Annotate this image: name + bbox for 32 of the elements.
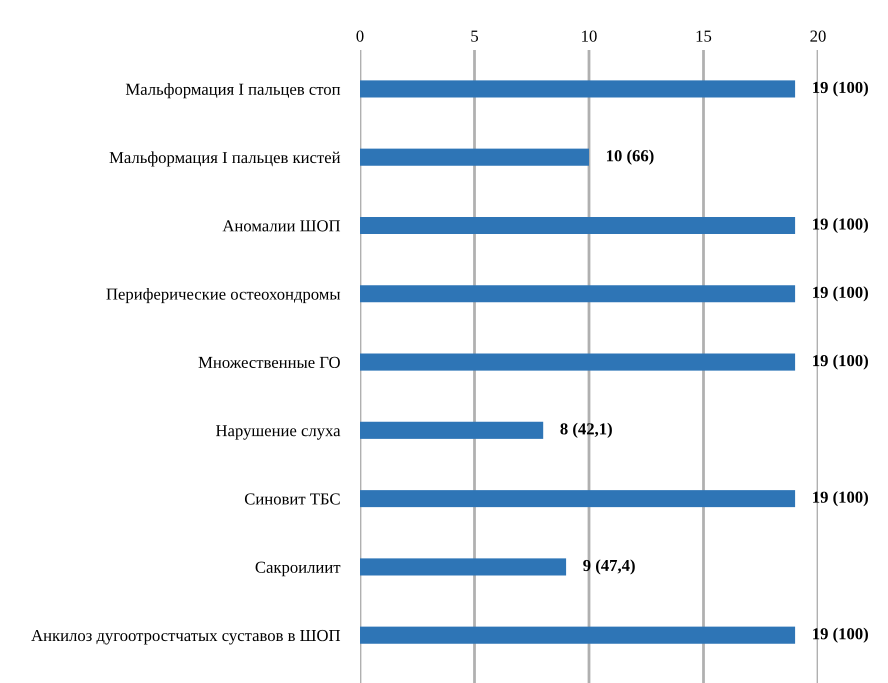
data-label: 10 (66): [607, 150, 654, 165]
bar: [360, 490, 796, 508]
y-tick-label: Периферические остеохондромы: [106, 288, 340, 304]
y-tick-label: Множественные ГО: [198, 356, 340, 368]
data-label: 8 (42,1): [560, 422, 612, 438]
data-label: 19 (100): [813, 491, 868, 506]
data-label: 19 (100): [813, 218, 868, 234]
bar: [360, 216, 796, 234]
x-tick-label: 5: [471, 30, 478, 42]
y-tick-label: Анкилоз дугоотростчатых суставов в ШОП: [31, 630, 340, 645]
y-tick-label: Нарушение слуха: [216, 425, 340, 440]
bar: [360, 80, 796, 98]
y-tick-label: Мальформация I пальцев стоп: [126, 83, 340, 98]
data-label: 9 (47,4): [583, 559, 635, 574]
data-label: 19 (100): [813, 628, 868, 643]
bar: [360, 354, 796, 371]
data-label: 19 (100): [813, 354, 868, 370]
bar: [360, 285, 796, 302]
bar: [360, 148, 589, 166]
bar: [360, 558, 566, 576]
x-tick-label: 0: [356, 30, 364, 42]
bar: [360, 422, 544, 439]
x-tick-label: 20: [810, 30, 826, 42]
data-label: 19 (100): [813, 286, 868, 302]
y-tick-label: Мальформация I пальцев кистей: [110, 151, 340, 167]
data-label: 19 (100): [813, 81, 868, 96]
x-tick-label: 10: [582, 30, 597, 42]
y-tick-label: Сакроилиит: [256, 562, 340, 576]
y-tick-label: Аномалии ШОП: [222, 220, 340, 232]
y-tick-label: Синовит ТБС: [244, 493, 340, 505]
x-tick-label: 15: [696, 30, 712, 42]
bar: [360, 626, 796, 644]
